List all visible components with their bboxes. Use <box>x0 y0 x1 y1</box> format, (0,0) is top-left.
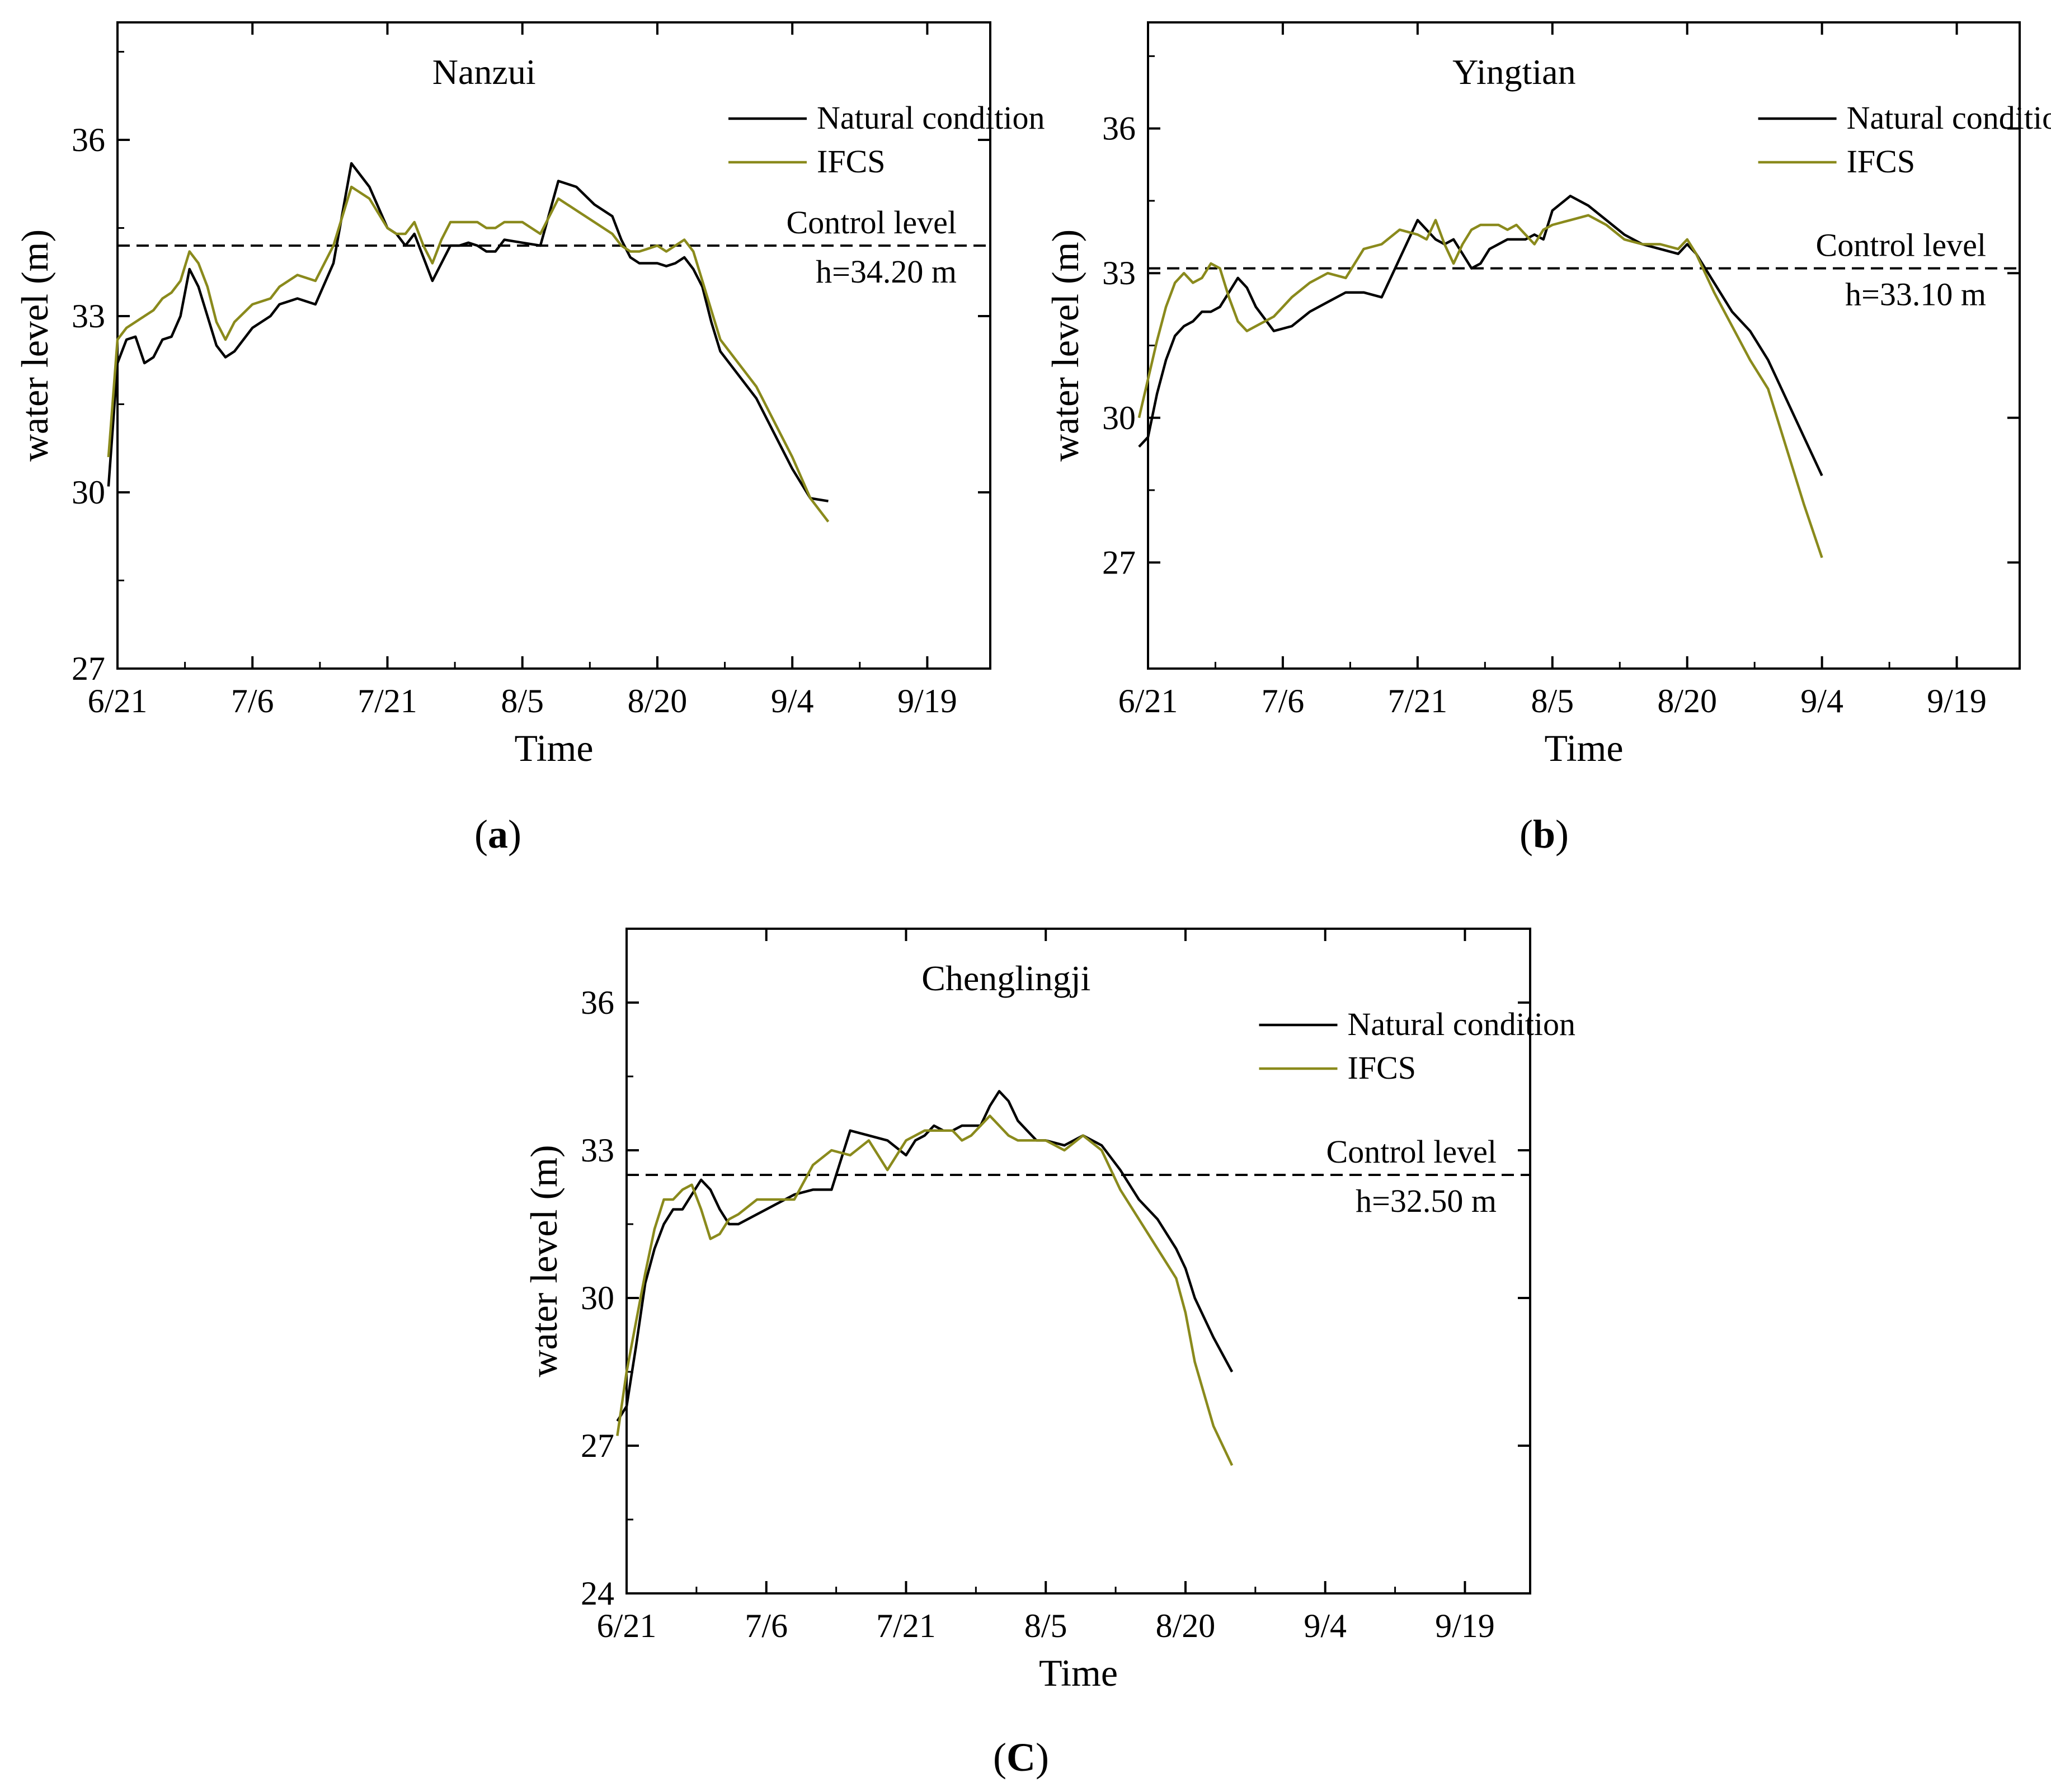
y-axis-label: water level (m) <box>13 229 56 462</box>
series-line-ifcs <box>1137 214 1823 558</box>
panel-tag-c-letter: C <box>1006 1735 1036 1780</box>
chart-panel-nanzui: 6/21 7/6 7/21 8/5 8/20 9/4 9/19 27 30 33 36 Time wat… <box>13 21 1045 769</box>
y-tick-label: 33 <box>581 1132 614 1169</box>
x-axis-label: Time <box>1039 1652 1118 1694</box>
panel-tag-b: (b) <box>1520 812 1569 857</box>
x-tick-label: 7/21 <box>1388 683 1448 719</box>
chart-title: Chenglingji <box>921 958 1090 998</box>
series-line-ifcs <box>107 185 830 523</box>
y-tick-label: 30 <box>1102 399 1136 436</box>
control-level-label: Control level <box>1816 227 1986 264</box>
x-tick-label: 9/4 <box>1304 1607 1347 1644</box>
x-tick-label: 9/4 <box>1800 683 1843 719</box>
control-level-label: Control level <box>1326 1133 1497 1170</box>
chart-title: Yingtian <box>1452 52 1575 92</box>
panel-tag-a-letter: a <box>488 812 508 857</box>
y-tick-label: 33 <box>72 298 105 335</box>
x-tick-label: 8/5 <box>1024 1607 1067 1644</box>
y-tick-label: 24 <box>581 1575 614 1612</box>
x-tick-label: 8/20 <box>1156 1607 1216 1644</box>
panel-tag-b-open: ( <box>1520 812 1533 857</box>
series-line-natural-condition <box>616 1090 1234 1422</box>
chart-panel-chenglingji: 6/21 7/6 7/21 8/5 8/20 9/4 9/19 24 27 30 33 36 Time w… <box>523 928 1576 1694</box>
y-axis-label: water level (m) <box>1044 229 1086 462</box>
chart-panel-yingtian: 6/21 7/6 7/21 8/5 8/20 9/4 9/19 27 30 33 36 Time wat… <box>1044 21 2051 769</box>
x-tick-label: 8/20 <box>1657 683 1717 719</box>
x-tick-label: 7/6 <box>1262 683 1305 719</box>
y-tick-label: 36 <box>1102 110 1136 147</box>
legend-label-ifcs: IFCS <box>817 143 886 180</box>
panel-tag-a-close: ) <box>508 812 521 857</box>
x-tick-label: 9/19 <box>1927 683 1987 719</box>
y-tick-label: 27 <box>581 1427 614 1464</box>
panel-tag-b-letter: b <box>1533 812 1555 857</box>
y-axis-label: water level (m) <box>523 1145 565 1377</box>
x-tick-label: 9/19 <box>1435 1607 1495 1644</box>
legend-label-ifcs: IFCS <box>1348 1050 1417 1086</box>
chart-title: Nanzui <box>432 52 536 92</box>
panel-tag-a: (a) <box>474 812 521 857</box>
x-axis-label: Time <box>514 727 593 769</box>
control-level-value: h=32.50 m <box>1356 1183 1497 1219</box>
x-tick-label: 8/20 <box>628 683 688 719</box>
y-tick-label: 36 <box>72 121 105 158</box>
y-tick-label: 30 <box>581 1280 614 1316</box>
panel-tag-c: (C) <box>993 1735 1049 1780</box>
x-tick-label: 8/5 <box>501 683 544 719</box>
legend-label-natural-condition: Natural condition <box>817 100 1045 136</box>
control-level-value: h=34.20 m <box>816 253 957 290</box>
y-tick-label: 33 <box>1102 255 1136 291</box>
series-line-ifcs <box>616 1114 1234 1466</box>
x-tick-label: 6/21 <box>88 683 148 719</box>
control-level-label: Control level <box>787 204 957 241</box>
series-line-natural-condition <box>1138 195 1823 477</box>
x-axis-label: Time <box>1544 727 1623 769</box>
y-tick-label: 36 <box>581 984 614 1021</box>
x-tick-label: 8/5 <box>1531 683 1574 719</box>
series-line-natural-condition <box>107 162 829 502</box>
x-tick-label: 9/4 <box>771 683 814 719</box>
x-tick-label: 7/21 <box>357 683 417 719</box>
legend-label-natural-condition: Natural condition <box>1847 100 2051 136</box>
x-tick-label: 7/6 <box>745 1607 788 1644</box>
legend-label-natural-condition: Natural condition <box>1348 1006 1576 1042</box>
y-tick-label: 27 <box>72 650 105 687</box>
x-tick-label: 7/21 <box>876 1607 936 1644</box>
x-tick-label: 6/21 <box>1118 683 1178 719</box>
plot-frame <box>625 928 1531 1595</box>
panel-tag-c-close: ) <box>1036 1735 1049 1780</box>
panel-tag-a-open: ( <box>474 812 488 857</box>
legend-label-ifcs: IFCS <box>1847 143 1916 180</box>
y-tick-label: 27 <box>1102 544 1136 581</box>
x-tick-label: 9/19 <box>897 683 957 719</box>
x-tick-label: 6/21 <box>597 1607 657 1644</box>
panel-tag-b-close: ) <box>1555 812 1569 857</box>
control-level-value: h=33.10 m <box>1845 276 1986 313</box>
x-tick-label: 7/6 <box>231 683 274 719</box>
panel-tag-c-open: ( <box>993 1735 1006 1780</box>
y-tick-label: 30 <box>72 474 105 511</box>
